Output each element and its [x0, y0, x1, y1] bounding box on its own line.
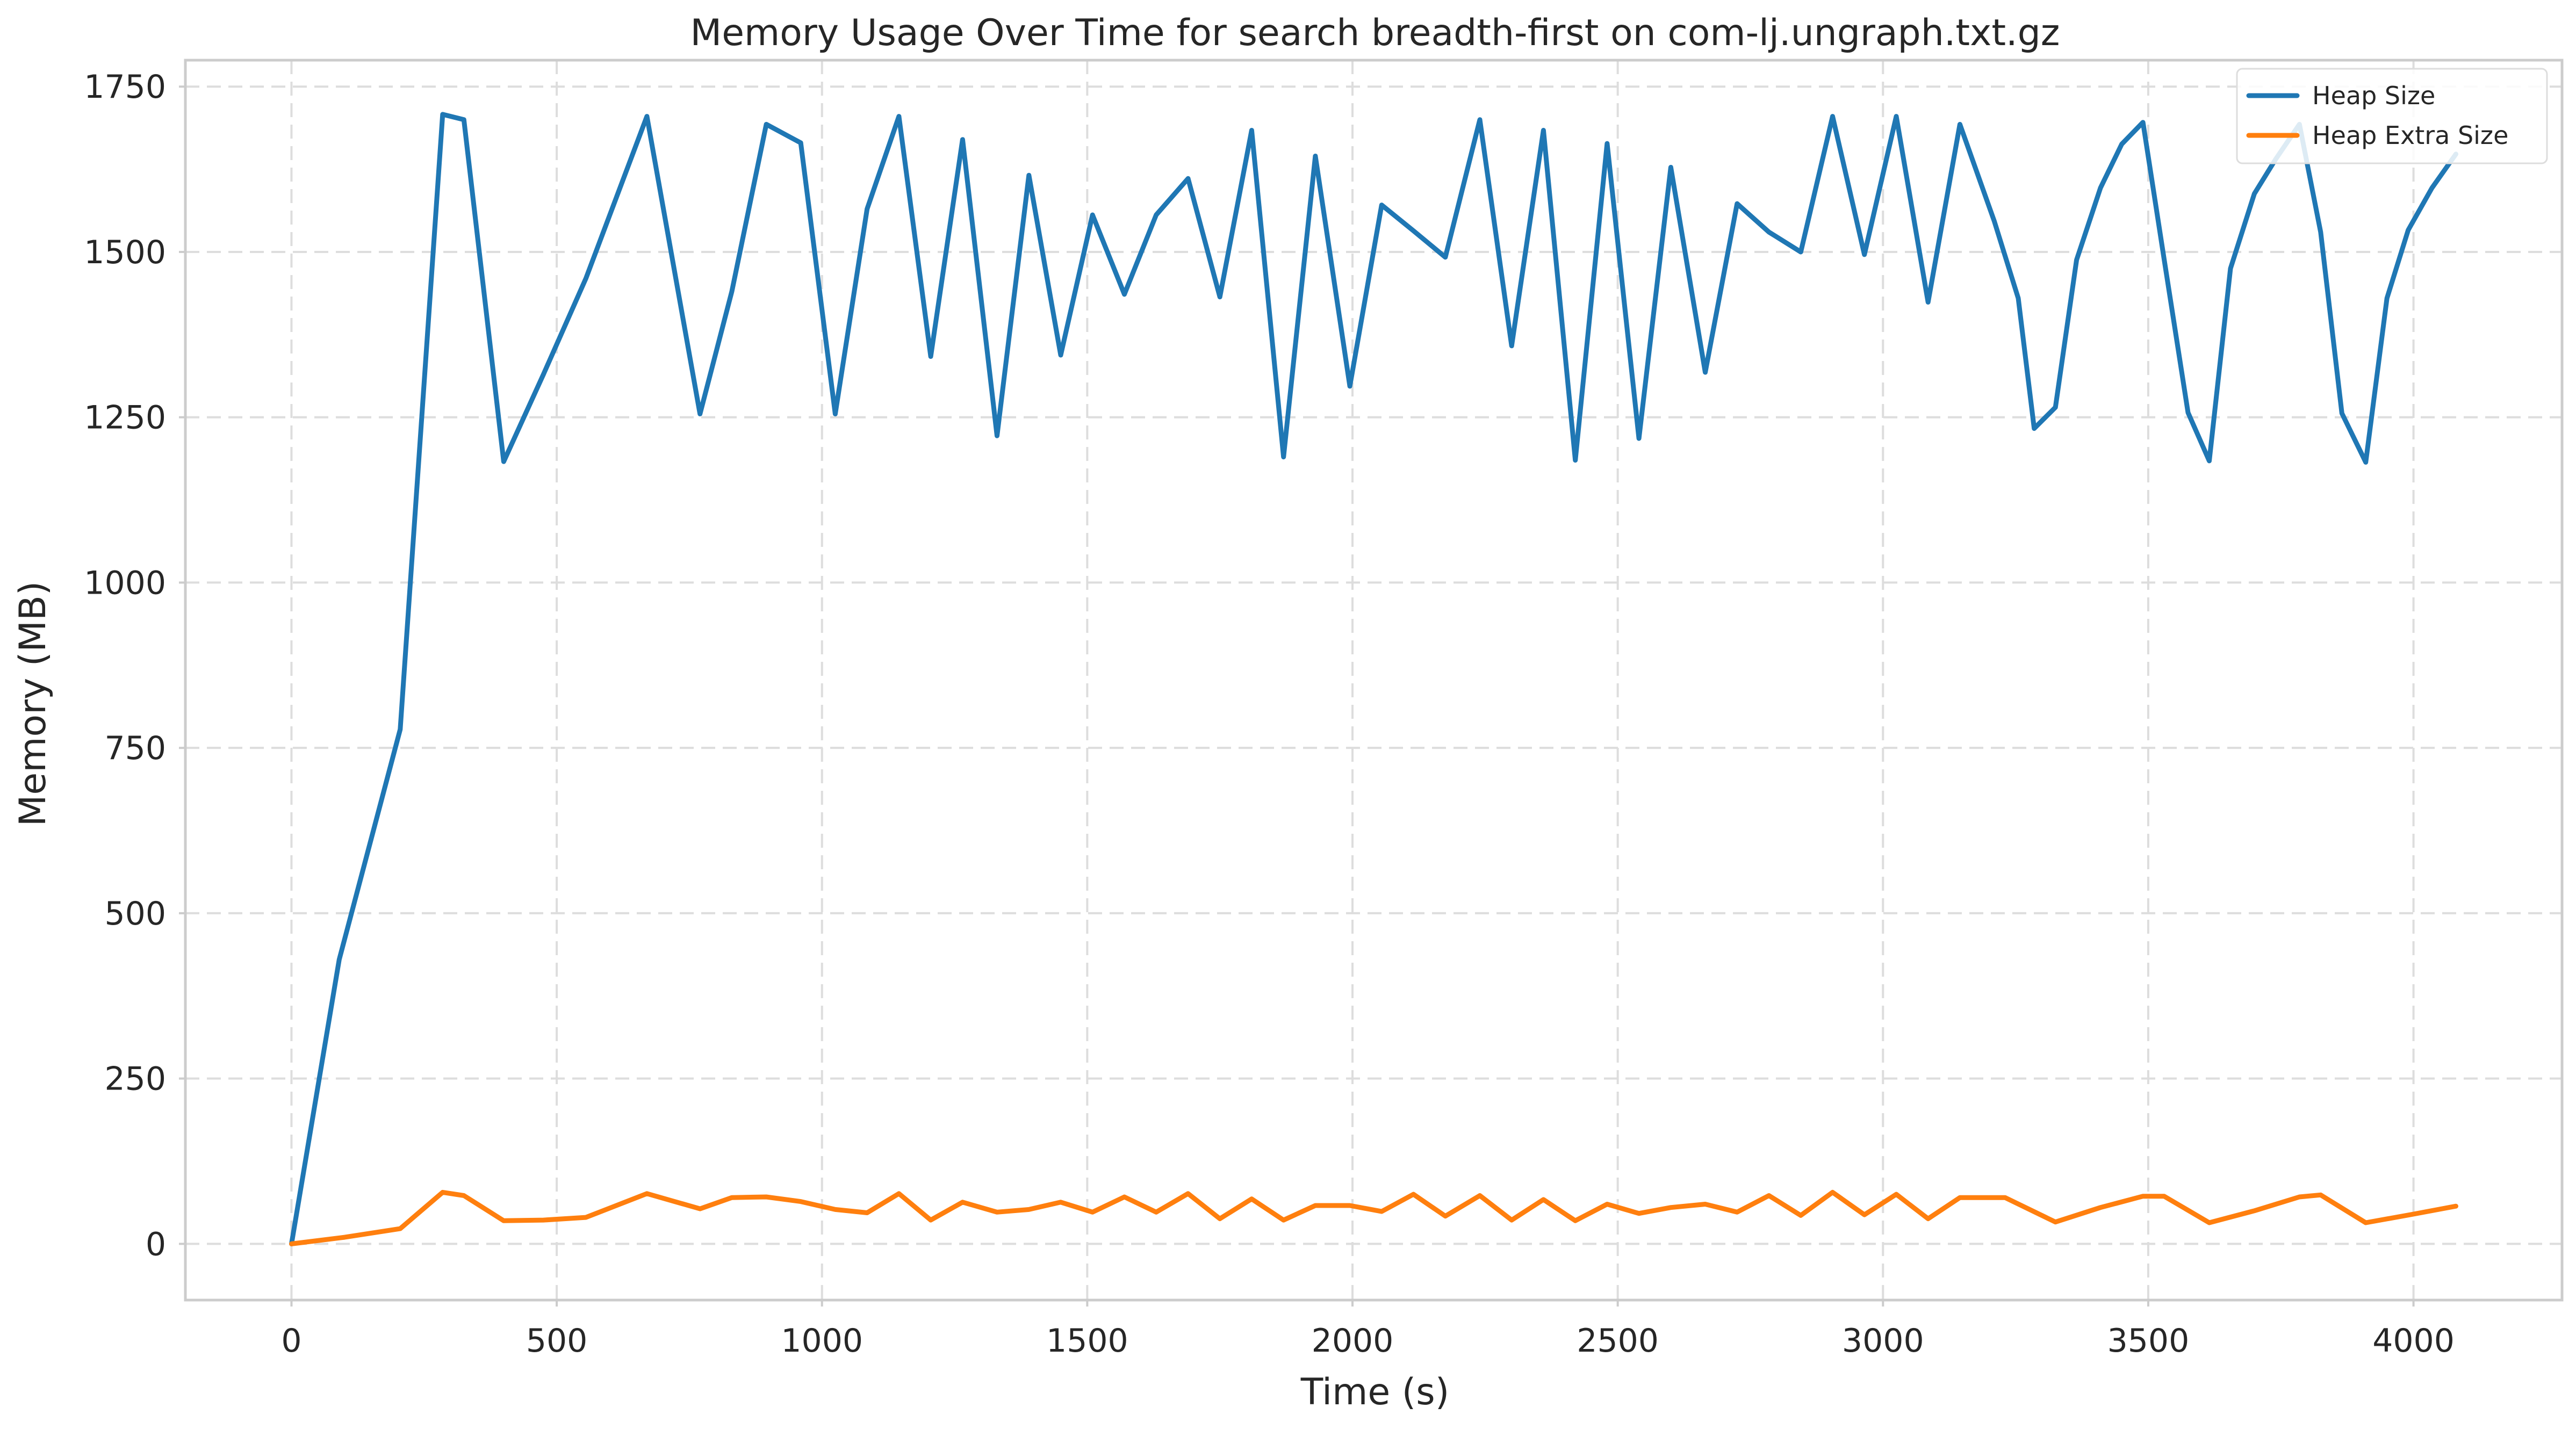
x-tick-label: 2000	[1312, 1322, 1394, 1360]
legend-label: Heap Size	[2312, 81, 2435, 110]
y-tick-label: 1250	[84, 399, 166, 437]
series-line-heap-extra-size	[289, 1189, 2458, 1246]
x-tick-label: 1500	[1046, 1322, 1128, 1360]
y-tick-label: 1000	[84, 564, 166, 602]
legend-box	[2236, 68, 2548, 164]
y-tick-label: 0	[146, 1225, 166, 1263]
chart-title: Memory Usage Over Time for search breadt…	[690, 12, 2060, 54]
y-tick-label: 250	[104, 1060, 166, 1098]
y-tick-label: 1500	[84, 234, 166, 271]
legend: Heap Size Heap Extra Size	[2236, 68, 2548, 164]
x-tick-label: 3000	[1842, 1322, 1924, 1360]
y-tick-label: 500	[104, 895, 166, 933]
y-axis-label: Memory (MB)	[12, 581, 54, 827]
axis-ticks: 0 500 1000 1500 2000 2500 3000 3500 4000 0 250 500 7…	[84, 68, 2455, 1360]
x-axis-label: Time (s)	[1300, 1371, 1450, 1413]
x-tick-label: 1000	[781, 1322, 863, 1360]
series-line-heap-size	[289, 112, 2458, 1246]
x-tick-label: 2500	[1577, 1322, 1659, 1360]
x-tick-label: 500	[526, 1322, 588, 1360]
plot-frame	[184, 59, 2564, 1302]
y-tick-label: 1750	[84, 68, 166, 106]
x-tick-label: 3500	[2107, 1322, 2190, 1360]
x-tick-label: 4000	[2372, 1322, 2455, 1360]
series-lines	[289, 112, 2458, 1246]
y-tick-label: 750	[104, 730, 166, 767]
legend-label: Heap Extra Size	[2312, 121, 2508, 150]
x-tick-label: 0	[281, 1322, 301, 1360]
